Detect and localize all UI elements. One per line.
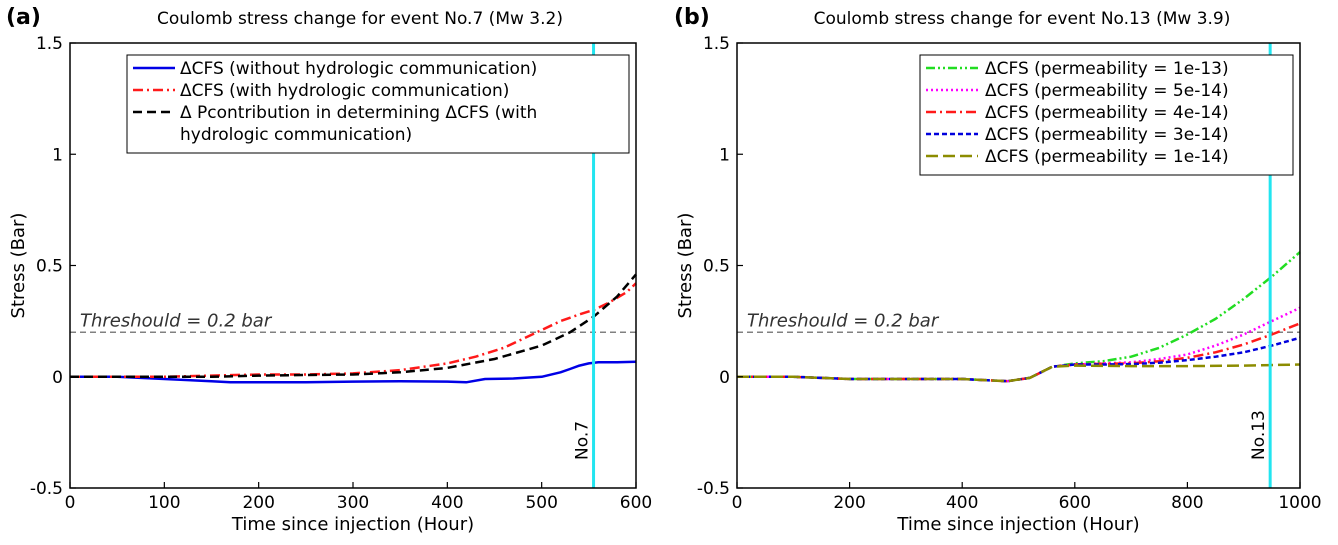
legend-label: ΔCFS (without hydrologic communication) <box>180 59 537 79</box>
y-tick-label: 1 <box>719 145 730 165</box>
x-tick-label: 800 <box>1171 493 1203 513</box>
y-tick-label: 1.5 <box>703 34 730 54</box>
x-tick-label: 600 <box>620 493 652 513</box>
legend-label: Δ Pcontribution in determining ΔCFS (wit… <box>180 103 537 123</box>
x-axis-label: Time since injection (Hour) <box>896 514 1139 535</box>
series-line-4 <box>737 363 1301 383</box>
chart-title: Coulomb stress change for event No.7 (Mw… <box>157 9 563 29</box>
legend-label: ΔCFS (permeability = 1e-14) <box>985 147 1229 167</box>
threshold-label: Threshould = 0.2 bar <box>80 310 273 331</box>
x-tick-label: 0 <box>65 493 76 513</box>
legend-label: ΔCFS (with hydrologic communication) <box>180 81 509 101</box>
panel-a: (a) Coulomb stress change for event No.7 … <box>6 5 652 535</box>
legend-label: ΔCFS (permeability = 4e-14) <box>985 103 1229 123</box>
x-tick-label: 1000 <box>1278 493 1321 513</box>
chart-title: Coulomb stress change for event No.13 (M… <box>814 9 1231 29</box>
event-marker-label: No.7 <box>573 421 593 460</box>
legend-label: ΔCFS (permeability = 1e-13) <box>985 59 1229 79</box>
x-tick-label: 0 <box>732 493 743 513</box>
y-tick-label: 0.5 <box>36 257 63 277</box>
y-tick-label: -0.5 <box>30 479 63 499</box>
legend-label: hydrologic communication) <box>180 125 412 145</box>
y-axis-label: Stress (Bar) <box>675 213 696 319</box>
x-tick-label: 400 <box>431 493 463 513</box>
y-tick-label: 1.5 <box>36 34 63 54</box>
legend-label: ΔCFS (permeability = 5e-14) <box>985 81 1229 101</box>
panel-label: (b) <box>674 5 710 30</box>
x-tick-label: 200 <box>242 493 274 513</box>
series-line-3 <box>737 336 1301 383</box>
series-line-2 <box>70 273 637 379</box>
threshold-label: Threshould = 0.2 bar <box>747 310 940 331</box>
series-line-0 <box>70 360 637 384</box>
y-tick-label: 0 <box>52 368 63 388</box>
x-tick-label: 200 <box>833 493 865 513</box>
panel-label: (a) <box>6 5 41 30</box>
legend-box <box>919 54 1294 176</box>
x-tick-label: 300 <box>337 493 369 513</box>
y-tick-label: 0.5 <box>703 257 730 277</box>
y-tick-label: 0 <box>719 368 730 388</box>
x-tick-label: 500 <box>525 493 557 513</box>
y-tick-label: 1 <box>52 145 63 165</box>
legend-label: ΔCFS (permeability = 3e-14) <box>985 125 1229 145</box>
legend-box <box>126 54 630 154</box>
y-tick-label: -0.5 <box>697 479 730 499</box>
x-axis-label: Time since injection (Hour) <box>231 514 474 535</box>
x-tick-label: 400 <box>946 493 978 513</box>
x-tick-label: 600 <box>1059 493 1091 513</box>
panel-b: (b) Coulomb stress change for event No.13… <box>674 5 1322 535</box>
y-axis-label: Stress (Bar) <box>8 213 29 319</box>
event-marker-label: No.13 <box>1249 410 1269 460</box>
x-tick-label: 100 <box>148 493 180 513</box>
